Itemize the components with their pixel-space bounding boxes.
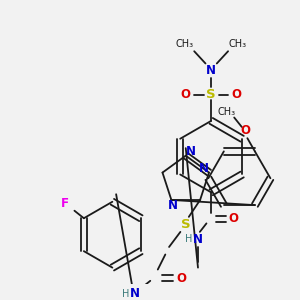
Text: N: N bbox=[199, 162, 209, 175]
Text: S: S bbox=[206, 88, 216, 101]
Text: CH₃: CH₃ bbox=[228, 39, 247, 49]
Text: O: O bbox=[229, 212, 239, 225]
Text: N: N bbox=[185, 146, 196, 158]
Text: O: O bbox=[232, 88, 242, 101]
Text: N: N bbox=[206, 64, 216, 76]
Text: F: F bbox=[61, 197, 69, 210]
Text: O: O bbox=[241, 124, 250, 137]
Text: N: N bbox=[130, 287, 140, 300]
Text: S: S bbox=[181, 218, 191, 231]
Text: CH₃: CH₃ bbox=[176, 39, 194, 49]
Text: H: H bbox=[185, 234, 192, 244]
Text: CH₃: CH₃ bbox=[218, 107, 236, 117]
Text: H: H bbox=[122, 289, 130, 299]
Text: N: N bbox=[168, 199, 178, 212]
Text: N: N bbox=[193, 233, 203, 246]
Text: O: O bbox=[181, 88, 191, 101]
Text: O: O bbox=[176, 272, 186, 284]
